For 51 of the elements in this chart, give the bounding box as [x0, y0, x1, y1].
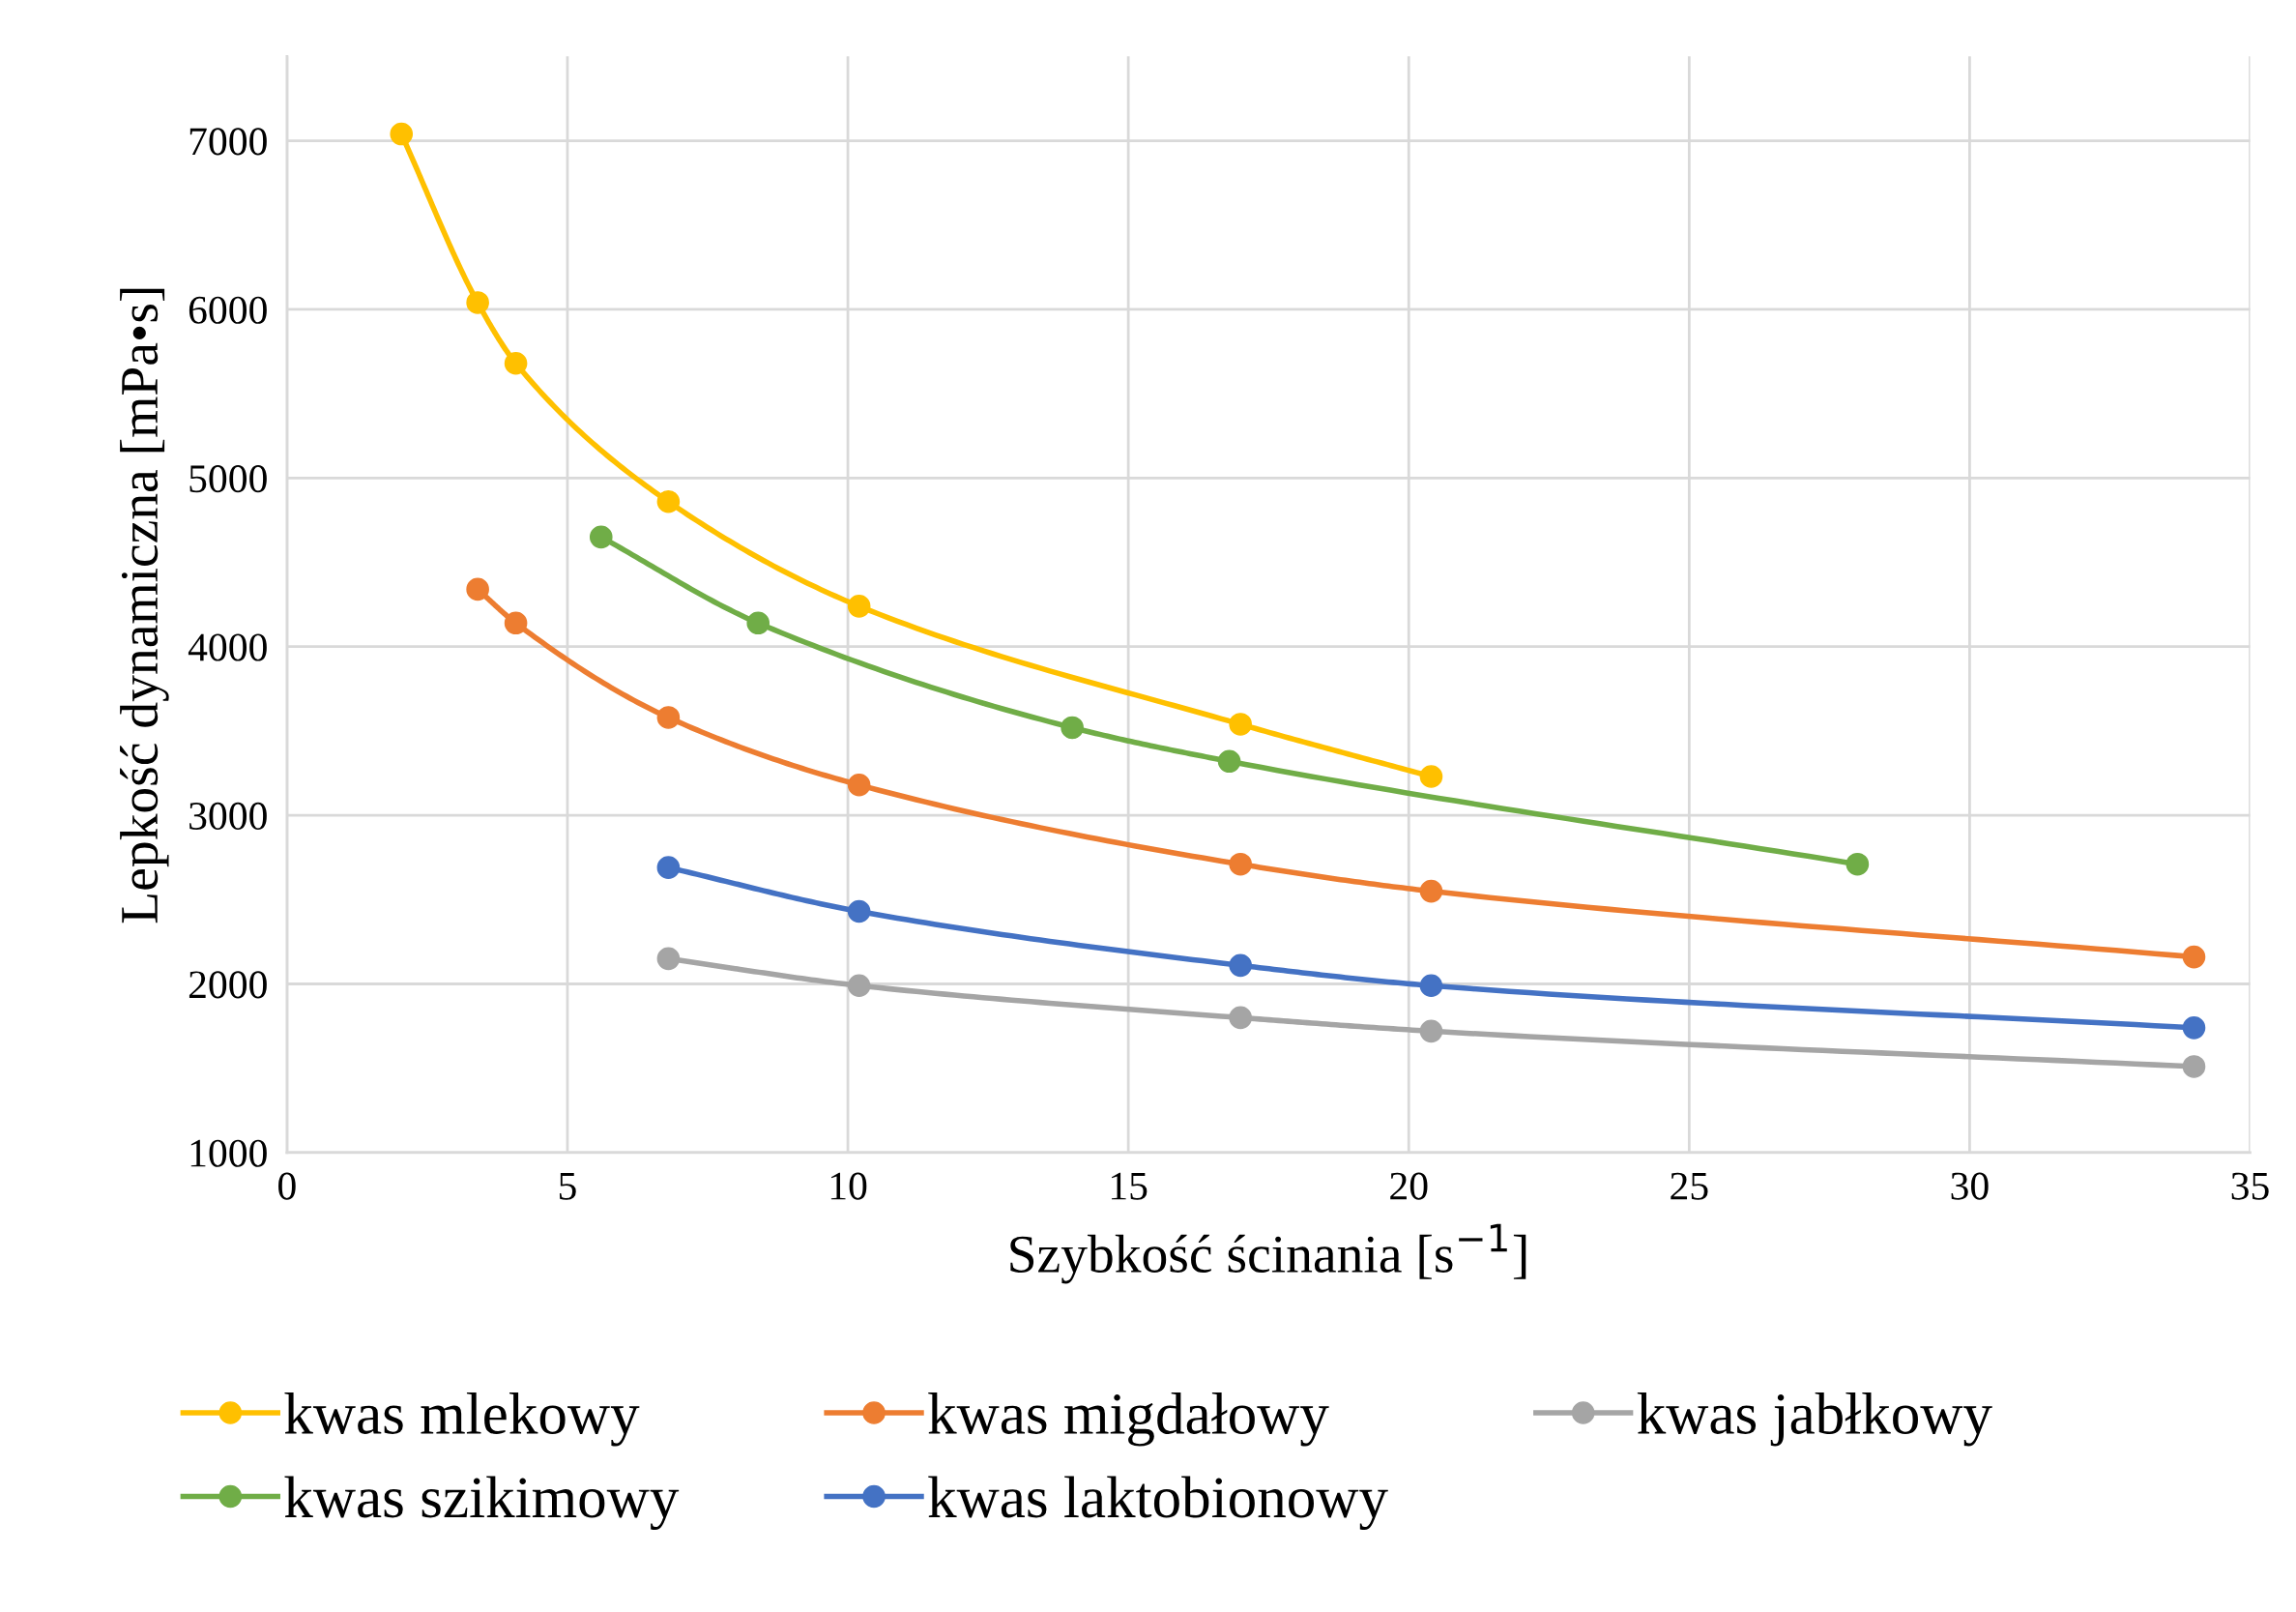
point [656, 856, 681, 879]
point [1217, 749, 1241, 774]
point [847, 974, 871, 998]
point [1846, 852, 1870, 876]
point [656, 489, 681, 513]
point [746, 611, 770, 635]
y-tick-label: 4000 [188, 633, 267, 661]
x-tick-label: 0 [278, 1172, 296, 1200]
point [1419, 879, 1443, 903]
point [2182, 945, 2206, 969]
point [504, 351, 528, 375]
x-tick-label: 20 [1390, 1172, 1428, 1200]
legend-label: kwas mlekowy [284, 1392, 640, 1447]
point [656, 706, 681, 729]
x-tick-label: 5 [559, 1172, 576, 1200]
point [847, 899, 871, 923]
y-tick-label: 2000 [189, 971, 267, 999]
y-tick-label: 3000 [189, 802, 267, 830]
y-tick-label: 1000 [190, 1139, 267, 1167]
point [2182, 1016, 2206, 1040]
legend-label: kwas szikimowy [284, 1476, 680, 1531]
point [1419, 1019, 1443, 1043]
point [390, 122, 414, 146]
legend-label: kwas migdałowy [928, 1392, 1329, 1447]
point [2182, 1055, 2206, 1078]
legend-label: kwas laktobionowy [928, 1476, 1388, 1531]
y-tick-label: 7000 [189, 128, 267, 156]
point [1229, 953, 1252, 978]
y-axis-title: Lepkość dynamiczna [mPa•s] [120, 288, 169, 923]
x-tick-label: 30 [1951, 1172, 1989, 1200]
y-tick-label: 5000 [189, 465, 267, 493]
x-axis-title: Szybkość ścinania [s$^{−1}$] [1010, 1223, 1526, 1284]
point [656, 947, 681, 971]
point [1229, 713, 1252, 736]
x-tick-label: 10 [830, 1172, 867, 1200]
x-tick-label: 35 [2231, 1172, 2269, 1200]
point [504, 611, 528, 635]
point [847, 773, 871, 797]
legend-label: kwas jabłkowy [1637, 1392, 1992, 1447]
point [1419, 974, 1443, 998]
point [466, 577, 489, 601]
x-tick-label: 25 [1671, 1172, 1708, 1200]
point [847, 595, 871, 618]
point [1229, 1006, 1252, 1030]
point [466, 291, 489, 314]
point [1419, 765, 1443, 788]
point [1061, 716, 1084, 740]
point [1229, 852, 1252, 876]
y-tick-label: 6000 [189, 296, 267, 324]
point [589, 525, 613, 549]
x-tick-label: 15 [1111, 1172, 1148, 1200]
